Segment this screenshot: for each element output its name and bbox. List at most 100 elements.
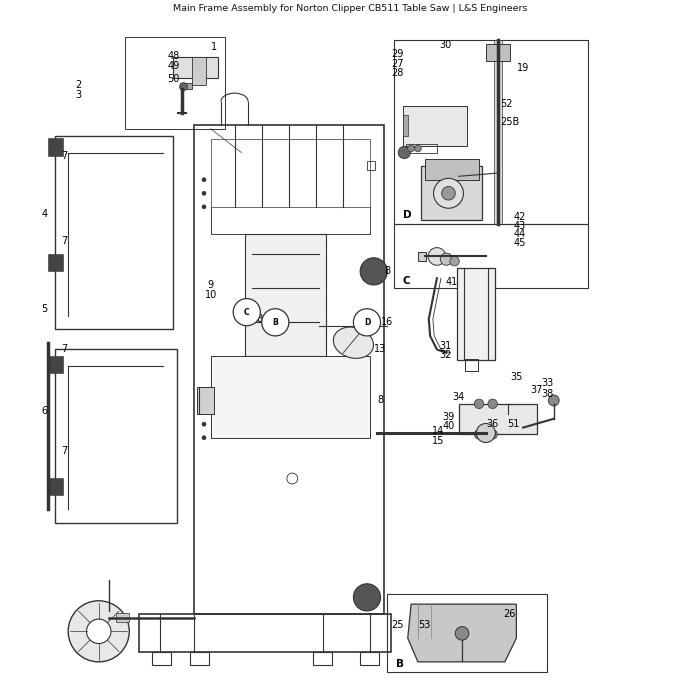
Circle shape — [414, 145, 421, 152]
Text: 50: 50 — [167, 74, 180, 84]
Bar — [407, 144, 437, 153]
Ellipse shape — [333, 327, 374, 358]
Bar — [425, 160, 479, 180]
Title: Main Frame Assembly for Norton Clipper CB511 Table Saw | L&S Engineers: Main Frame Assembly for Norton Clipper C… — [173, 4, 527, 13]
Text: 13: 13 — [374, 344, 386, 354]
Text: 19: 19 — [517, 63, 529, 73]
Text: 14: 14 — [432, 426, 444, 436]
Text: 42: 42 — [514, 212, 526, 222]
Bar — [193, 57, 206, 85]
Bar — [116, 613, 130, 622]
Circle shape — [202, 422, 206, 426]
Circle shape — [354, 309, 381, 336]
Text: 26: 26 — [503, 609, 516, 620]
Text: 53: 53 — [419, 620, 431, 629]
Text: 32: 32 — [439, 350, 452, 360]
Bar — [55, 349, 177, 523]
Bar — [313, 652, 332, 665]
Circle shape — [202, 409, 206, 412]
Circle shape — [407, 145, 414, 152]
Text: 8: 8 — [377, 395, 384, 405]
Text: 7: 7 — [62, 236, 68, 246]
Text: 44: 44 — [514, 229, 526, 239]
Bar — [403, 106, 468, 146]
Text: 30: 30 — [439, 40, 452, 50]
Text: 5: 5 — [41, 304, 48, 314]
Text: 7: 7 — [62, 344, 68, 354]
Text: 15: 15 — [432, 436, 444, 446]
Bar — [152, 652, 171, 665]
Bar — [180, 83, 193, 90]
Circle shape — [233, 299, 260, 326]
Circle shape — [442, 186, 455, 200]
Text: 4: 4 — [41, 209, 48, 218]
Circle shape — [87, 619, 111, 643]
Text: 25: 25 — [391, 620, 404, 629]
Circle shape — [455, 626, 469, 640]
Bar — [367, 162, 375, 169]
Circle shape — [475, 430, 484, 439]
Circle shape — [354, 584, 381, 611]
Circle shape — [360, 258, 387, 285]
Circle shape — [398, 146, 410, 159]
Bar — [457, 268, 495, 360]
Bar — [466, 359, 477, 371]
Bar — [48, 356, 63, 373]
Bar — [48, 139, 63, 156]
Text: 27: 27 — [391, 60, 404, 69]
Text: 7: 7 — [62, 447, 68, 456]
Bar — [194, 125, 384, 615]
Circle shape — [488, 430, 498, 439]
Text: 16: 16 — [382, 317, 393, 328]
Text: 37: 37 — [531, 385, 543, 396]
Text: 39: 39 — [442, 412, 454, 422]
Bar — [360, 652, 379, 665]
Text: C: C — [403, 276, 411, 286]
Circle shape — [68, 601, 130, 662]
Bar — [421, 166, 482, 220]
Circle shape — [428, 248, 446, 265]
Bar — [387, 594, 547, 672]
Text: C: C — [244, 307, 250, 316]
Text: D: D — [364, 318, 370, 327]
Text: 34: 34 — [452, 392, 465, 402]
Text: 29: 29 — [391, 49, 404, 59]
Circle shape — [202, 435, 206, 440]
Text: D: D — [403, 211, 412, 220]
Text: 40: 40 — [442, 421, 454, 431]
Text: 25B: 25B — [500, 117, 519, 127]
Circle shape — [179, 83, 188, 91]
Text: 48: 48 — [167, 51, 180, 61]
Text: 7: 7 — [62, 151, 68, 161]
Text: 45: 45 — [514, 238, 526, 248]
Bar — [403, 116, 408, 136]
Text: 33: 33 — [541, 379, 553, 389]
Circle shape — [440, 253, 452, 265]
Text: 18: 18 — [252, 314, 265, 324]
Text: B: B — [396, 659, 404, 668]
Text: 51: 51 — [507, 419, 519, 429]
Text: 8: 8 — [384, 267, 391, 276]
Text: B: B — [272, 318, 278, 327]
Circle shape — [202, 178, 206, 182]
Bar — [486, 44, 510, 61]
Bar — [139, 615, 391, 652]
Circle shape — [202, 191, 206, 195]
Circle shape — [433, 178, 463, 208]
Text: 38: 38 — [541, 389, 553, 398]
Bar — [190, 652, 209, 665]
Circle shape — [202, 205, 206, 209]
Text: 35: 35 — [510, 372, 523, 382]
Bar — [458, 404, 537, 435]
Text: 6: 6 — [41, 405, 48, 416]
Text: 1: 1 — [211, 42, 217, 52]
Bar — [125, 37, 225, 129]
Bar — [211, 356, 370, 438]
Circle shape — [262, 309, 289, 336]
Text: 52: 52 — [500, 99, 512, 108]
Bar — [211, 207, 370, 234]
Bar — [245, 234, 326, 356]
Text: 28: 28 — [391, 68, 404, 78]
Text: 9: 9 — [208, 280, 213, 290]
Bar — [55, 136, 174, 329]
